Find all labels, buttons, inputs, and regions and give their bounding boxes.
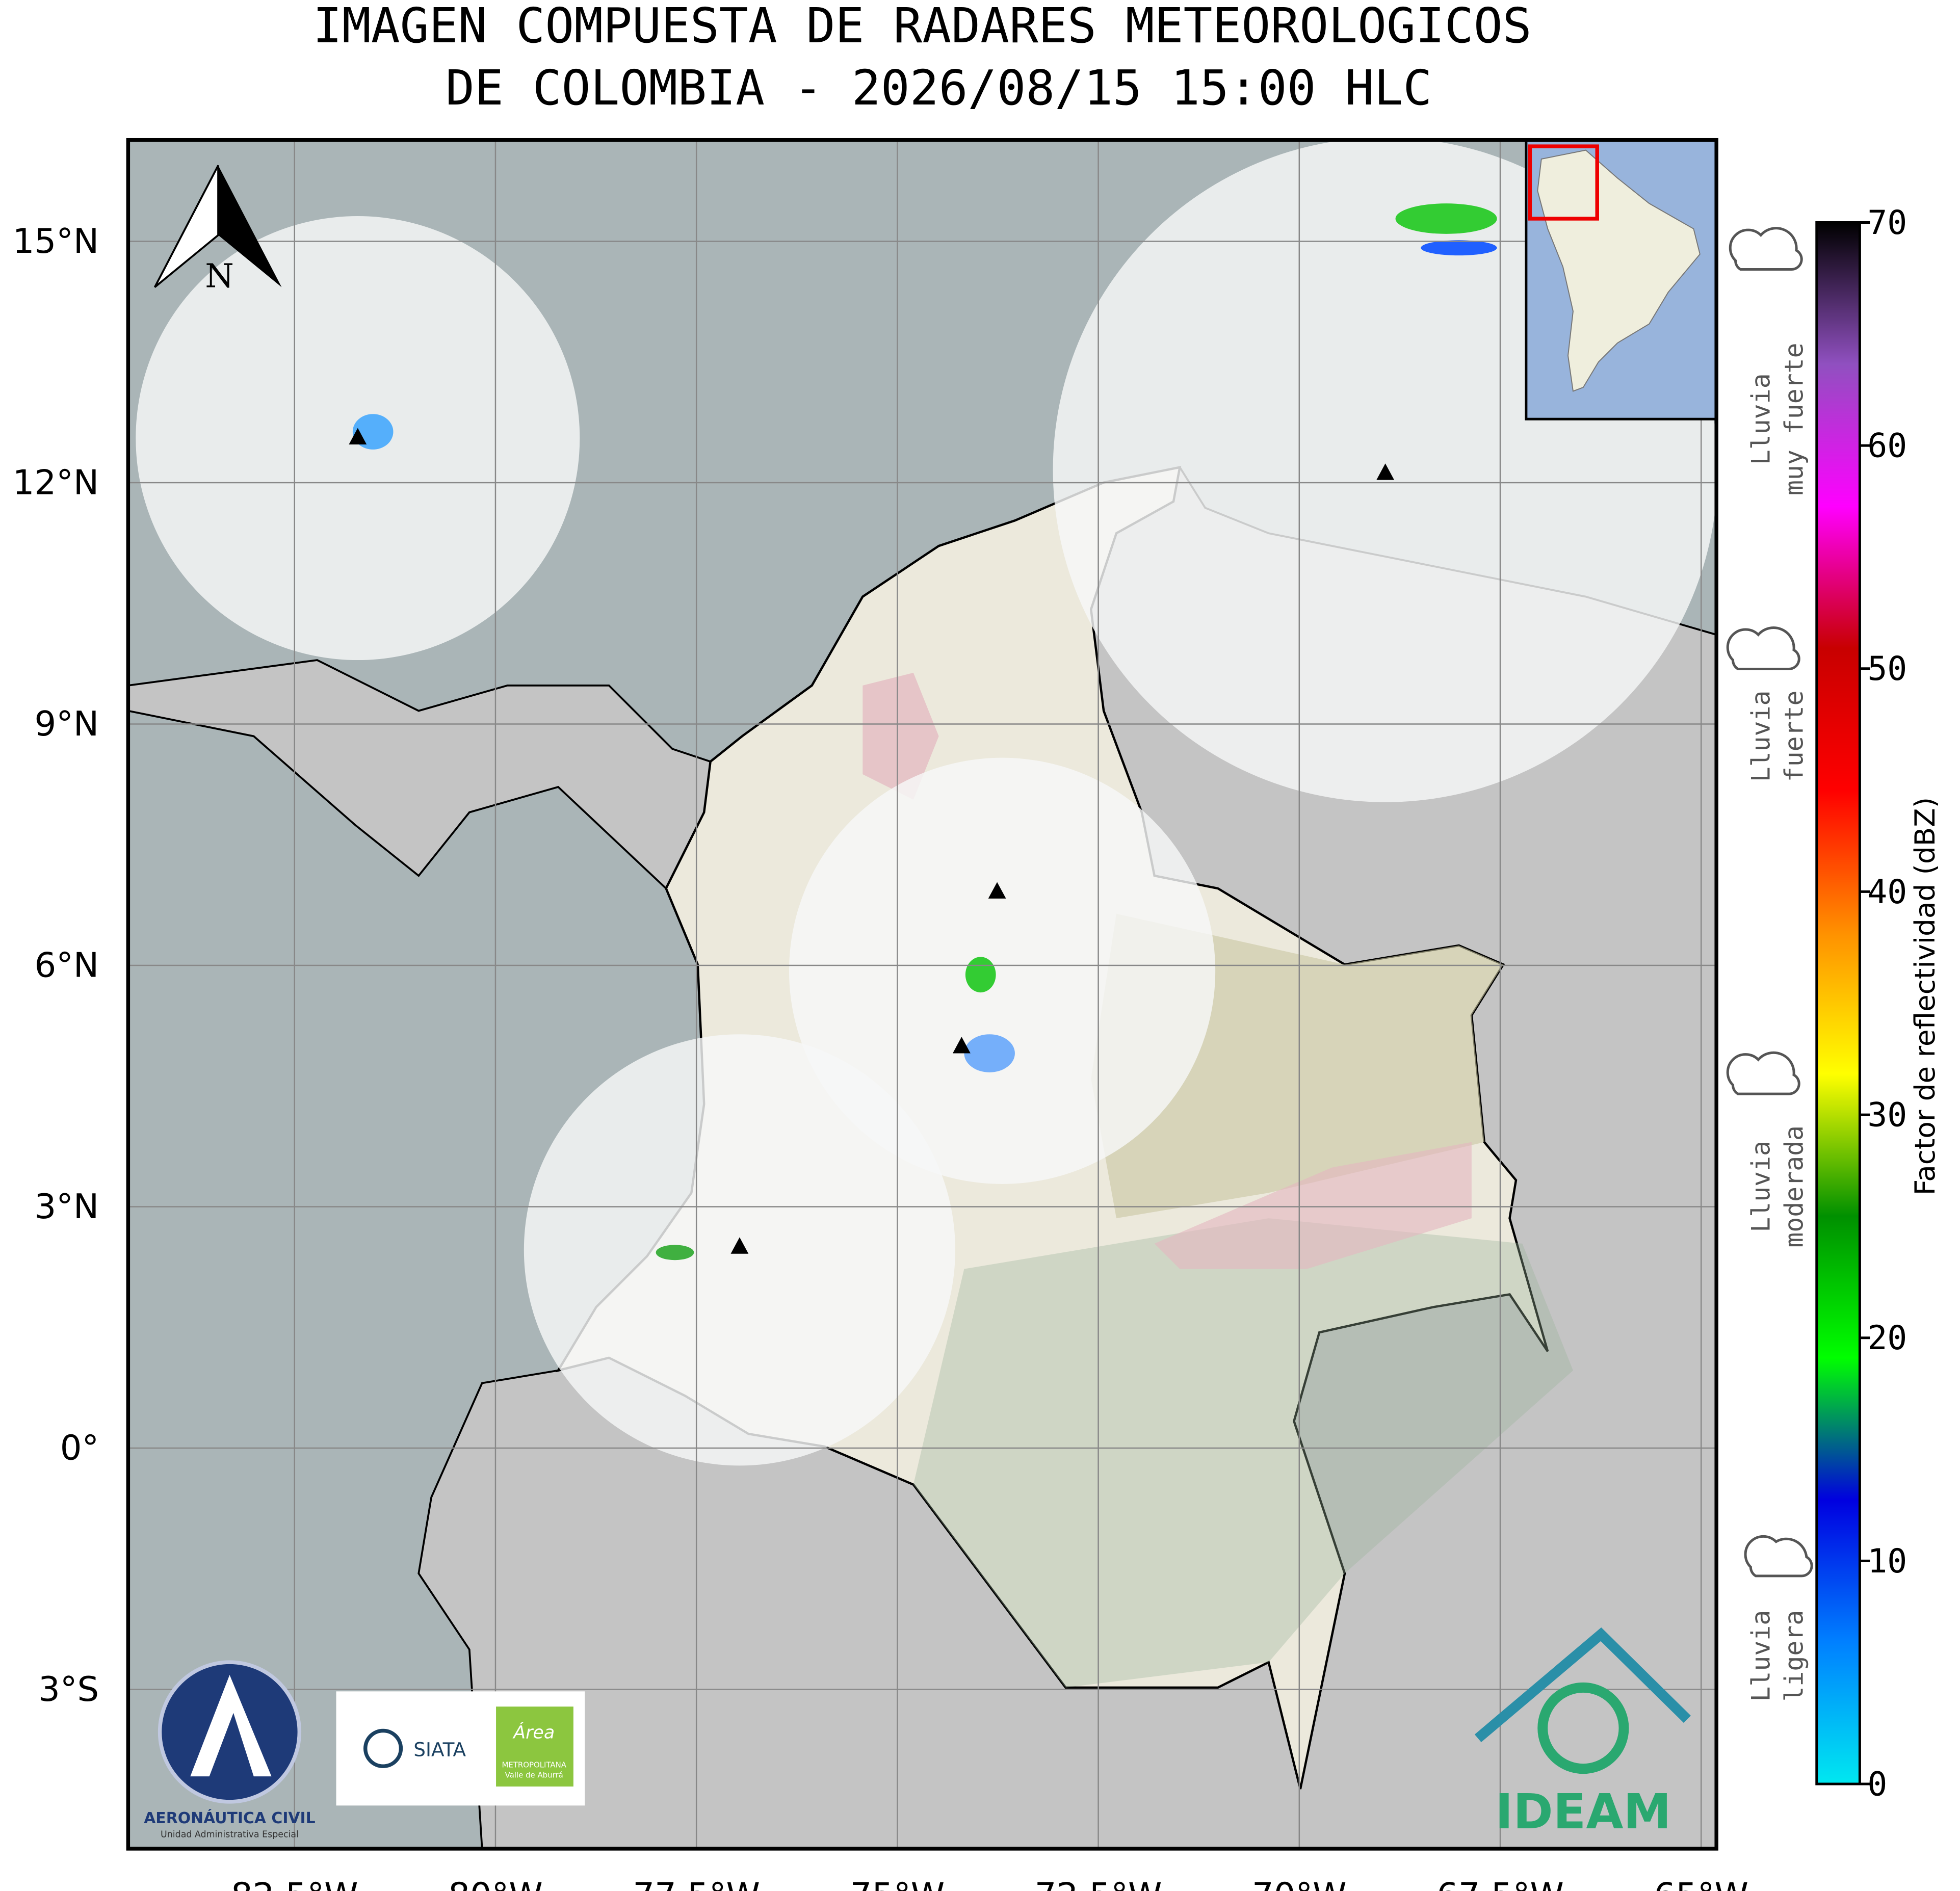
title-line-1: IMAGEN COMPUESTA DE RADARES METEOROLOGIC… bbox=[313, 0, 1532, 54]
lat-tick-label: 0° bbox=[60, 1428, 99, 1467]
pink-region-2 bbox=[1154, 1142, 1472, 1269]
aeronautica-name: AERONÁUTICA CIVIL bbox=[144, 1809, 315, 1827]
axis-ticks: 82.5°W 80°W 77.5°W 75°W 72.5°W 70°W 67.5°W 65°W… bbox=[13, 221, 1748, 1891]
ideam-roof bbox=[1474, 1627, 1691, 1743]
colorbar-label: Factor de reflectividad (dBZ) bbox=[1909, 797, 1941, 1195]
aeronautica-sub: Unidad Administrativa Especial bbox=[161, 1830, 299, 1840]
echo bbox=[1421, 240, 1497, 256]
echo bbox=[965, 957, 996, 993]
lat-tick-label: 3°S bbox=[38, 1669, 99, 1709]
radar-site bbox=[349, 428, 367, 444]
logo-siata-area: SIATA Área METROPOLITANA Valle de Aburrá bbox=[336, 1691, 585, 1806]
radar-circle bbox=[789, 757, 1216, 1184]
colorbar bbox=[1815, 221, 1861, 1785]
echo bbox=[656, 1245, 694, 1260]
siata-sun bbox=[363, 1728, 403, 1768]
colorbar-tick-label: 60 bbox=[1867, 427, 1907, 465]
colorbar-tick-label: 10 bbox=[1867, 1542, 1907, 1581]
lat-tick-label: 12°N bbox=[13, 462, 99, 502]
grid bbox=[128, 140, 1717, 1849]
lat-tick-label: 15°N bbox=[13, 221, 99, 261]
radar-site bbox=[1376, 463, 1395, 480]
ideam-name: IDEAM bbox=[1495, 1784, 1671, 1840]
colorbar-tick-label: 70 bbox=[1867, 204, 1907, 242]
pink-region bbox=[863, 672, 939, 800]
arrow-half bbox=[218, 165, 282, 287]
cloud-icon bbox=[1726, 1051, 1800, 1095]
lon-tick-label: 75°W bbox=[850, 1875, 945, 1891]
rain-category-label: Lluvia bbox=[1746, 373, 1776, 465]
rain-category-label: fuerte bbox=[1779, 690, 1809, 782]
rain-category-label: Lluvia bbox=[1746, 690, 1776, 782]
lon-tick-label: 70°W bbox=[1252, 1875, 1347, 1891]
colorbar-tick-label: 50 bbox=[1867, 650, 1907, 688]
radar-site bbox=[730, 1237, 749, 1254]
lon-tick-label: 82.5°W bbox=[231, 1875, 358, 1891]
map-frame bbox=[126, 138, 1718, 1851]
colorbar-tick-label: 30 bbox=[1867, 1096, 1907, 1134]
rain-category-label: Lluvia bbox=[1746, 1141, 1776, 1232]
colorbar-tick-label: 40 bbox=[1867, 873, 1907, 911]
echo bbox=[1395, 203, 1497, 234]
radar-sites bbox=[349, 428, 1395, 1254]
logo-aeronautica: AERONÁUTICA CIVIL Unidad Administrativa … bbox=[144, 1660, 316, 1840]
rain-icons bbox=[1726, 227, 1813, 1578]
rain-category-label: Lluvia bbox=[1746, 1610, 1776, 1702]
logo-ideam: IDEAM bbox=[1474, 1627, 1691, 1840]
lat-tick-label: 3°N bbox=[35, 1187, 99, 1226]
cloud-icon bbox=[1744, 1535, 1813, 1578]
lon-tick-label: 72.5°W bbox=[1035, 1875, 1162, 1891]
siata-name: SIATA bbox=[413, 1738, 466, 1761]
south-america bbox=[1537, 149, 1701, 392]
title-line-2: DE COLOMBIA - 2026/08/15 15:00 HLC bbox=[446, 60, 1432, 116]
cloud-icon bbox=[1729, 227, 1803, 271]
inset-highlight bbox=[1528, 144, 1599, 221]
lon-tick-label: 65°W bbox=[1654, 1875, 1748, 1891]
aeronautica-a bbox=[190, 1674, 272, 1777]
map: N AERONÁUTICA CIVIL Unidad Administrativ… bbox=[128, 140, 1717, 1849]
rain-category-label: moderada bbox=[1779, 1125, 1809, 1248]
inset-map bbox=[1525, 140, 1717, 421]
colorbar-tick-label: 20 bbox=[1867, 1319, 1907, 1357]
amazon bbox=[913, 1218, 1573, 1688]
colorbar-tick-label: 0 bbox=[1867, 1765, 1887, 1803]
echo bbox=[964, 1034, 1015, 1072]
area-box bbox=[496, 1706, 573, 1787]
lat-tick-label: 9°N bbox=[35, 704, 99, 744]
area-sub: METROPOLITANA bbox=[502, 1761, 566, 1770]
area-name: Área bbox=[512, 1721, 555, 1743]
rain-category-label: ligera bbox=[1779, 1610, 1809, 1702]
area-sub: Valle de Aburrá bbox=[505, 1771, 563, 1780]
lat-tick-label: 6°N bbox=[35, 945, 99, 985]
lon-tick-label: 67.5°W bbox=[1436, 1875, 1564, 1891]
radar-site bbox=[952, 1037, 971, 1054]
cloud-icon bbox=[1726, 626, 1800, 670]
lon-tick-label: 80°W bbox=[448, 1875, 543, 1891]
north-arrow: N bbox=[153, 165, 282, 295]
echoes bbox=[352, 203, 1497, 1260]
radar-site bbox=[988, 882, 1006, 899]
north-label: N bbox=[205, 257, 234, 295]
lon-tick-label: 77.5°W bbox=[633, 1875, 760, 1891]
ideam-swirl bbox=[1537, 1682, 1629, 1774]
rain-category-label: muy fuerte bbox=[1779, 343, 1809, 495]
